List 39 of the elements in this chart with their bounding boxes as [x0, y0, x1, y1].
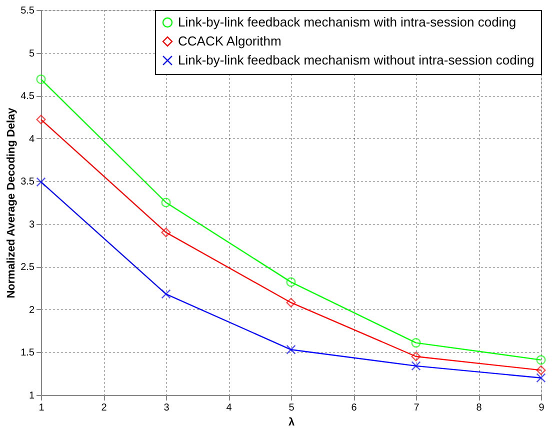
y-tick-label: 5 — [28, 48, 35, 60]
point — [36, 114, 46, 124]
y-tick-label: 3 — [28, 219, 35, 230]
x-tick-label: 2 — [101, 402, 108, 414]
point — [286, 298, 296, 308]
x-tick-label: 3 — [164, 402, 170, 414]
point — [161, 289, 171, 299]
y-tick-label: 2 — [28, 304, 35, 316]
point — [411, 352, 421, 362]
y-tick-label: 4 — [28, 134, 35, 145]
point — [161, 198, 171, 208]
point — [36, 74, 46, 84]
y-axis-title: Normalized Average Decoding Delay — [6, 106, 18, 298]
point — [536, 373, 546, 383]
point — [411, 361, 421, 371]
point — [536, 365, 546, 375]
x-tick-label: 7 — [414, 402, 420, 414]
y-tick-label: 2.5 — [20, 262, 35, 274]
x-tick-label: 8 — [476, 402, 482, 414]
y-tick-label: 3.5 — [20, 176, 35, 188]
y-tick-label: 4.5 — [20, 91, 35, 102]
legend-label: Link-by-link feedback mechanism with intra-session coding — [178, 14, 516, 30]
y-tick-label: 1 — [28, 390, 35, 402]
point — [536, 355, 546, 365]
legend-label: CCACK Algorithm — [178, 34, 282, 48]
x-tick-label: 6 — [351, 402, 358, 414]
x-axis-title: λ — [288, 416, 295, 428]
point — [286, 277, 296, 287]
x-tick-label: 9 — [538, 402, 545, 414]
y-tick-label: 1.5 — [20, 348, 35, 359]
legend-label: Link-by-link feedback mechanism without intra-session coding — [178, 52, 534, 68]
point — [36, 177, 46, 187]
x-tick-label: 4 — [226, 402, 232, 414]
x-tick-label: 1 — [38, 402, 45, 414]
point — [411, 338, 421, 348]
x-tick-label: 5 — [288, 402, 295, 414]
y-tick-label: 5.5 — [20, 6, 35, 16]
point — [161, 228, 171, 238]
point — [286, 344, 296, 354]
